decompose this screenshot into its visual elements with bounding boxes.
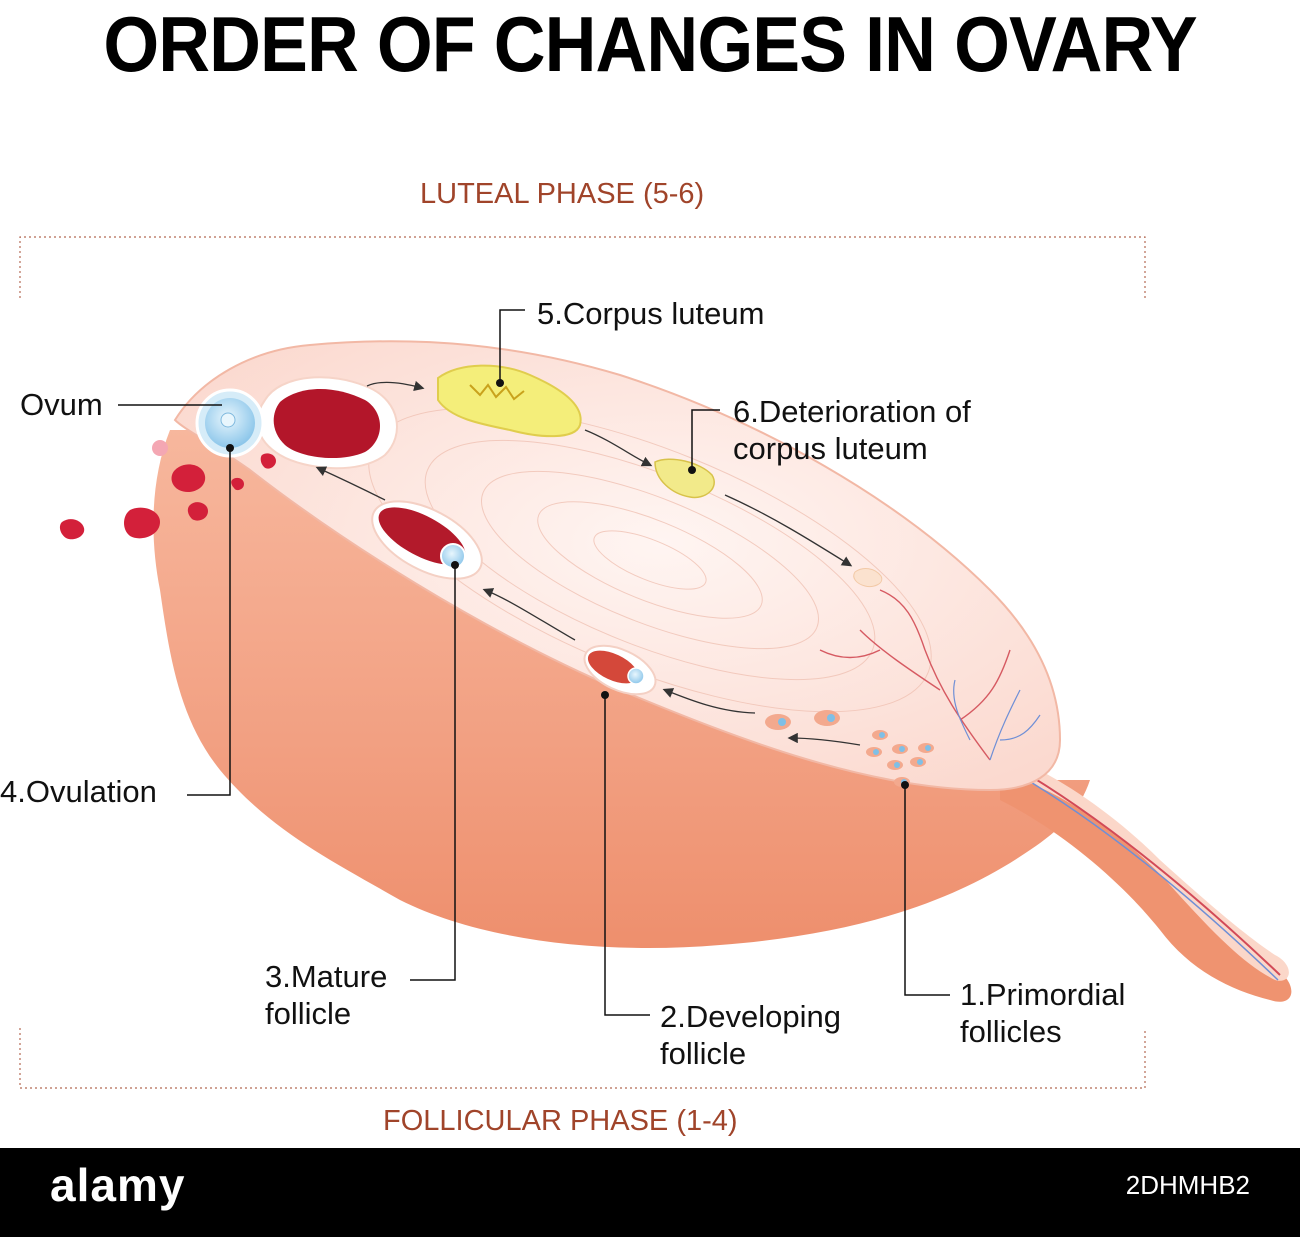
developing-follicle-antrum bbox=[587, 650, 639, 684]
ligament-top bbox=[985, 745, 1289, 981]
stock-id: 2DHMHB2 bbox=[1125, 1170, 1250, 1200]
leader-dots bbox=[226, 379, 909, 789]
deterioration-label-line1: 6.Deterioration of bbox=[733, 394, 971, 429]
watermark-footer: alamy 2DHMHB2 bbox=[0, 1148, 1300, 1237]
page-title: ORDER OF CHANGES IN OVARY bbox=[103, 0, 1197, 88]
luteal-phase-label: LUTEAL PHASE (5-6) bbox=[420, 178, 705, 210]
developing-follicle-ovum bbox=[627, 667, 645, 685]
blood-droplets bbox=[59, 453, 276, 540]
primordial-label-line1: 1.Primordial bbox=[960, 977, 1126, 1012]
developing-label-line1: 2.Developing bbox=[660, 999, 841, 1034]
developing-label-line2: follicle bbox=[660, 1036, 747, 1072]
ovarian-ligament bbox=[1000, 760, 1292, 1002]
ruptured-follicle-blood bbox=[273, 388, 380, 459]
small-pink-cell bbox=[152, 440, 168, 456]
ovum-label: Ovum bbox=[20, 387, 103, 422]
deterioration-label-line2: corpus luteum bbox=[733, 431, 928, 467]
corpus-luteum-shape bbox=[437, 364, 582, 438]
primordial-label-line2: follicles bbox=[960, 1014, 1062, 1050]
veins bbox=[953, 679, 1041, 761]
cycle-arrows bbox=[315, 380, 861, 746]
mature-follicle-label: 3.Mature follicle bbox=[265, 958, 387, 1032]
deterioration-label: 6.Deterioration of corpus luteum bbox=[733, 393, 971, 467]
alamy-logo: alamy bbox=[50, 1159, 186, 1211]
primordial-follicles-label: 1.Primordial follicles bbox=[960, 976, 1125, 1050]
ovulation-label: 4.Ovulation bbox=[0, 774, 157, 809]
corpus-albicans bbox=[853, 568, 883, 587]
follicular-phase-label: FOLLICULAR PHASE (1-4) bbox=[383, 1105, 738, 1137]
developing-follicle-label: 2.Developing follicle bbox=[660, 998, 841, 1072]
mature-label-line2: follicle bbox=[265, 996, 352, 1032]
leader-lines bbox=[118, 309, 950, 1016]
follicular-bracket bbox=[19, 1028, 1146, 1089]
ovum-nucleus bbox=[220, 412, 236, 428]
deteriorating-corpus-shape bbox=[654, 458, 715, 499]
blood-vessels bbox=[819, 589, 1011, 761]
primordial-follicles bbox=[765, 710, 934, 787]
corpus-luteum-label: 5.Corpus luteum bbox=[537, 296, 765, 331]
mature-label-line1: 3.Mature bbox=[265, 959, 388, 994]
corpus-luteum-folds bbox=[469, 383, 525, 401]
luteal-bracket bbox=[19, 236, 1146, 298]
ovary-diagram bbox=[19, 236, 1292, 1089]
